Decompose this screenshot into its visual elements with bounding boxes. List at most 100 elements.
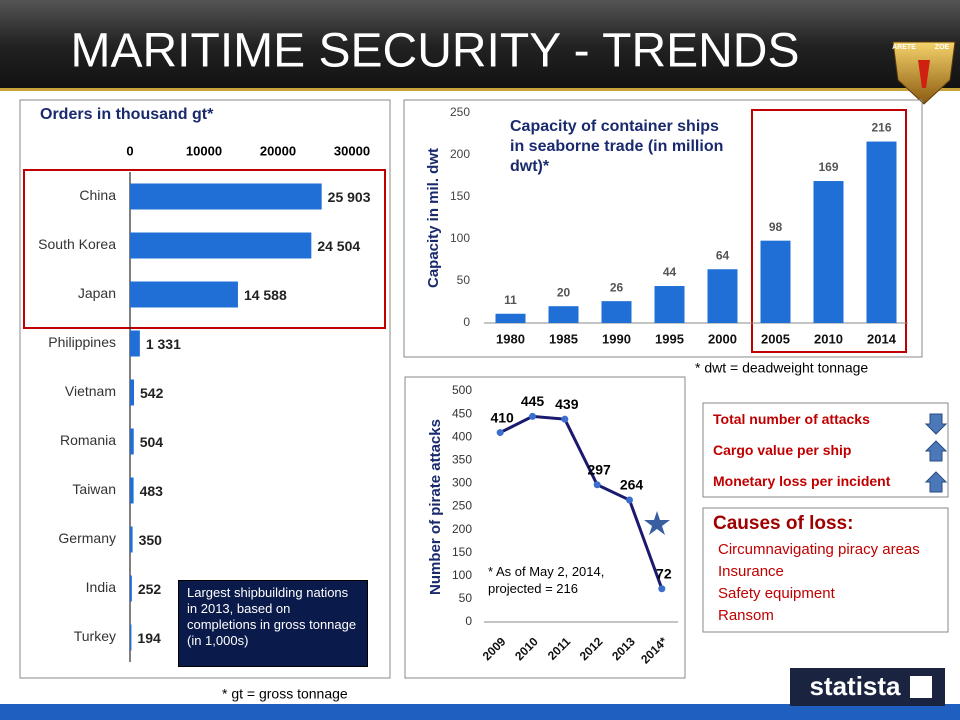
bar [707,269,738,323]
y-tick-label: China [79,187,116,203]
value-label: 14 588 [244,287,287,303]
bar [813,181,844,323]
causes-title: Causes of loss: [713,513,854,534]
arrow-up [924,440,948,462]
y-tick-label: Philippines [48,334,116,350]
note: * dwt = deadweight tonnage [695,360,868,376]
x-tick-label: 20000 [260,143,296,158]
bar [130,624,132,651]
x-tick-label: 2005 [761,331,790,346]
value-label: 216 [871,121,891,135]
value-label: 194 [137,630,161,646]
point [626,496,633,504]
header-rule [0,88,960,91]
value-label: 542 [140,385,164,401]
brand-icon [910,676,932,698]
value-label: 252 [138,581,162,597]
bar [130,281,238,308]
x-tick-label: 1980 [496,331,525,346]
y-tick-label: 200 [452,522,472,536]
y-tick-label: 50 [457,273,471,287]
x-tick-label: 2010 [512,634,541,663]
y-tick-label: 300 [452,476,472,490]
x-tick-label: 2012 [577,634,606,663]
point [529,412,536,420]
note: * gt = gross tonnage [222,686,348,702]
y-tick-label: 350 [452,452,472,466]
y-tick-label: South Korea [38,236,116,252]
y-tick-label: 450 [452,406,472,420]
bar [130,183,322,210]
trend-item: Monetary loss per incident [713,473,891,489]
trends-box [702,402,949,498]
cause-item: Circumnavigating piracy areas [718,541,920,558]
value-label: 25 903 [328,189,371,205]
value-label: 26 [610,280,624,294]
value-label: 72 [656,565,672,581]
bar [130,330,140,357]
point [593,481,601,489]
x-tick-label: 30000 [334,143,370,158]
value-label: 504 [140,434,164,450]
y-tick-label: Taiwan [72,481,116,497]
y-tick-label: 0 [465,614,472,628]
causes-list: Causes of loss: Circumnavigating piracy … [713,513,945,627]
bar [130,232,312,259]
value-label: 483 [140,483,164,499]
x-tick-label: 2013 [609,634,638,663]
highlight-box [751,109,907,353]
cause-item: Safety equipment [718,585,835,602]
bar [130,379,135,406]
logo-left: ARETE [892,44,916,51]
panel-orders [19,99,391,679]
value-label: 44 [663,265,677,279]
y-tick-label: 250 [450,105,470,119]
point [561,415,569,423]
bar [130,575,132,602]
y-tick-label: Vietnam [65,383,116,399]
header-bar [0,0,960,90]
bar [130,428,134,455]
trends-list: Total number of attacks Cargo value per … [713,411,928,504]
value-label: 445 [521,393,545,409]
arrow-down [924,413,948,435]
y-tick-label: Japan [78,285,116,301]
x-tick-label: 2014* [638,634,670,666]
x-tick-label: 1995 [655,331,684,346]
y-axis-label: Capacity in mil. dwt [425,148,442,288]
x-tick-label: 10000 [186,143,222,158]
trend-item: Cargo value per ship [713,442,852,458]
value-label: 264 [620,477,644,493]
causes-box [702,507,949,633]
trend-item: Total number of attacks [713,411,870,427]
y-tick-label: India [86,579,117,595]
point [658,585,666,593]
value-label: 169 [818,160,838,174]
value-label: 11 [504,293,517,307]
value-label: 64 [716,248,730,262]
y-tick-label: Turkey [74,628,116,644]
x-tick-label: 2009 [480,634,509,663]
value-label: 297 [587,461,611,477]
y-tick-label: 200 [450,147,470,161]
cause-item: Insurance [718,563,784,580]
x-tick-label: 0 [126,143,133,158]
value-label: 98 [769,220,783,234]
y-tick-label: Germany [58,530,116,546]
y-tick-label: 250 [452,499,472,513]
x-tick-label: 1985 [549,331,578,346]
bar [130,477,134,504]
y-tick-label: 150 [452,545,472,559]
line [499,414,664,590]
value-label: 24 504 [317,238,360,254]
y-tick-label: 50 [459,591,473,605]
arrow-up [924,471,948,493]
logo-torch [918,60,930,88]
bar [654,286,685,323]
y-tick-label: Romania [60,432,116,448]
x-tick-label: 2011 [545,634,574,663]
y-tick-label: 400 [452,429,472,443]
bar [130,526,133,553]
